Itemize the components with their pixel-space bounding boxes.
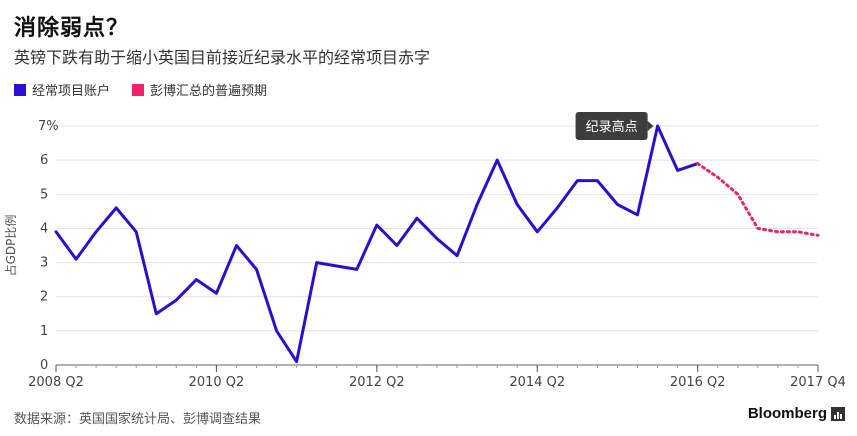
y-tick-label: 3 [40, 256, 48, 271]
series-line-consensus [696, 162, 820, 237]
legend-label-consensus: 彭博汇总的普遍预期 [150, 84, 268, 99]
y-tick-label: 0 [40, 358, 48, 373]
chart-legend: 经常项目账户 彭博汇总的普遍预期 [14, 80, 289, 99]
chart-title: 消除弱点？ [14, 16, 130, 41]
brand-name: Bloomberg [747, 405, 827, 422]
y-tick-label: 7% [38, 119, 59, 134]
y-tick-label: 4 [40, 221, 48, 236]
chart-subtitle: 英镑下跌有助于缩小英国目前接近纪录水平的经常项目赤字 [14, 48, 431, 67]
y-tick-label: 2 [40, 290, 48, 305]
legend-item-consensus: 彭博汇总的普遍预期 [132, 80, 267, 99]
x-tick-label: 2014 Q2 [509, 375, 565, 390]
brand-logo: Bloomberg [748, 405, 845, 422]
legend-label-current-account: 经常项目账户 [32, 84, 111, 99]
y-tick-label: 6 [40, 153, 48, 168]
annotation-box [575, 112, 648, 140]
y-axis-label: 占GDP比例 [3, 215, 18, 277]
legend-item-current-account: 经常项目账户 [14, 80, 110, 99]
x-tick-label: 2008 Q2 [28, 375, 84, 390]
x-tick-label: 2016 Q2 [670, 375, 726, 390]
y-tick-label: 1 [40, 324, 48, 339]
source-note: 数据来源：英国国家统计局、彭博调查结果 [14, 412, 262, 427]
series-line-current-account [54, 124, 700, 364]
legend-swatch-consensus [132, 83, 145, 96]
x-tick-label: 2012 Q2 [349, 375, 405, 390]
x-tick-label: 2010 Q2 [189, 375, 245, 390]
bloomberg-bars-icon [831, 406, 845, 421]
x-tick-label: 2017 Q4 [790, 375, 846, 390]
annotation-label: 纪录高点 [586, 119, 638, 135]
annotation-pointer [647, 121, 654, 131]
y-tick-label: 5 [40, 187, 48, 202]
legend-swatch-current-account [14, 83, 26, 96]
